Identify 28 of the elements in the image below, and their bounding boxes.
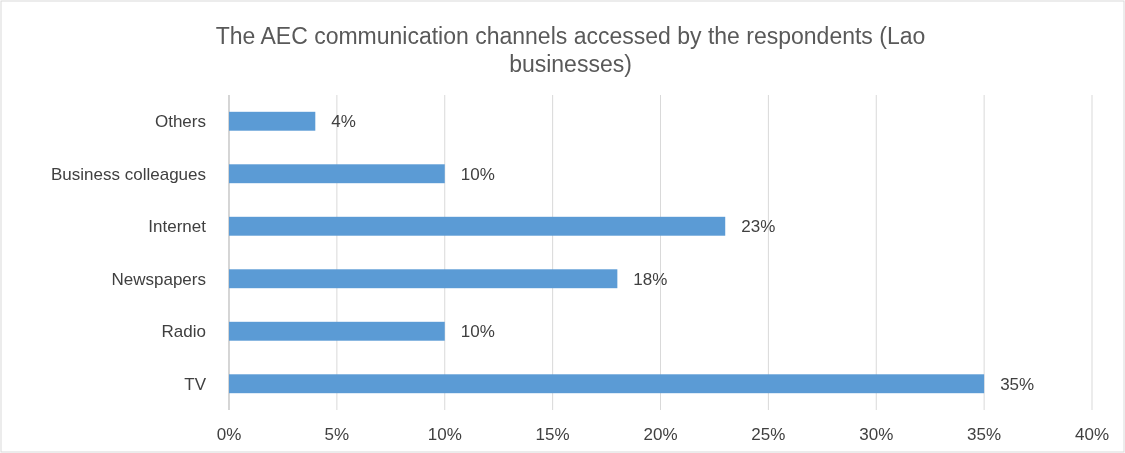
bar: [229, 164, 445, 184]
bar: [229, 374, 985, 394]
y-tick-label: Others: [154, 112, 206, 132]
y-tick-label: Radio: [161, 322, 206, 342]
y-tick-label: Newspapers: [111, 269, 206, 289]
x-tick-label: 10%: [427, 425, 462, 444]
data-label: 4%: [331, 112, 356, 132]
bar: [229, 321, 445, 341]
x-tick-label: 15%: [535, 425, 570, 444]
x-tick-label: 5%: [324, 425, 350, 444]
data-label: 10%: [460, 164, 495, 184]
x-tick-label: 20%: [643, 425, 678, 444]
bar: [229, 111, 316, 131]
chart-title: The AEC communication channels accessed by the respondents (Lao businesses): [215, 23, 926, 77]
y-tick-label: TV: [184, 374, 207, 394]
x-tick-label: 40%: [1074, 425, 1110, 444]
x-tick-label: 30%: [859, 425, 894, 444]
y-tick-label: Business colleagues: [51, 164, 206, 184]
x-tick-label: 0%: [216, 425, 242, 444]
bar: [229, 269, 618, 289]
data-label: 35%: [1000, 374, 1035, 394]
data-label: 23%: [741, 217, 776, 237]
x-tick-label: 25%: [751, 425, 786, 444]
y-tick-label: Internet: [148, 217, 207, 237]
bar: [229, 216, 726, 236]
x-tick-label: 35%: [967, 425, 1002, 444]
data-label: 10%: [460, 322, 495, 342]
data-label: 18%: [633, 269, 668, 289]
